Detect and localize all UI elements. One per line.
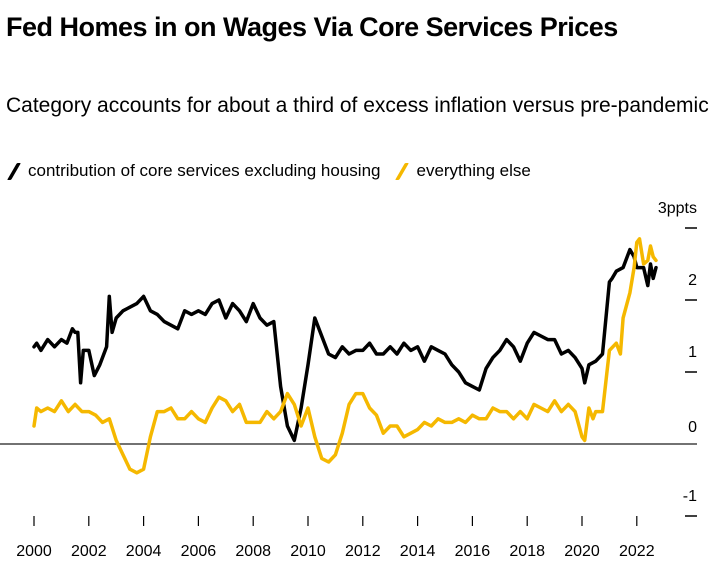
x-tick-label: 2022 — [619, 543, 655, 560]
legend-item-core-services: contribution of core services excluding … — [7, 161, 381, 181]
y-tick-label: 1 — [688, 344, 697, 361]
x-tick-label: 2016 — [455, 543, 491, 560]
x-tick-label: 2012 — [345, 543, 381, 560]
x-tick-label: 2008 — [235, 543, 271, 560]
series-line-everything-else — [32, 237, 658, 475]
legend-item-everything-else: everything else — [395, 161, 531, 181]
x-axis: 2000 2002 2004 2006 2008 2010 2012 2014 2016 2018… — [16, 516, 655, 560]
x-tick-label: 2006 — [181, 543, 217, 560]
legend-label-core-services: contribution of core services excluding … — [28, 161, 381, 180]
x-tick-label: 2014 — [400, 543, 436, 560]
y-tick-label: 3ppts — [658, 200, 697, 217]
chart-subtitle: Category accounts for about a third of e… — [6, 94, 709, 117]
chart-title: Fed Homes in on Wages Via Core Services … — [6, 12, 618, 42]
series-line-core-services — [32, 247, 658, 443]
x-tick-label: 2018 — [509, 543, 545, 560]
x-tick-label: 2020 — [564, 543, 600, 560]
x-tick-label: 2010 — [290, 543, 326, 560]
y-tick-label: 0 — [688, 419, 697, 436]
y-tick-label: 2 — [688, 272, 697, 289]
series-group — [32, 237, 658, 475]
x-tick-label: 2000 — [16, 543, 52, 560]
legend-label-everything-else: everything else — [416, 161, 531, 180]
x-tick-label: 2002 — [71, 543, 107, 560]
y-axis: -1 0 1 2 3ppts — [658, 200, 697, 517]
x-tick-label: 2004 — [126, 543, 162, 560]
y-tick-label: -1 — [683, 488, 697, 505]
legend: contribution of core services excluding … — [7, 161, 547, 181]
